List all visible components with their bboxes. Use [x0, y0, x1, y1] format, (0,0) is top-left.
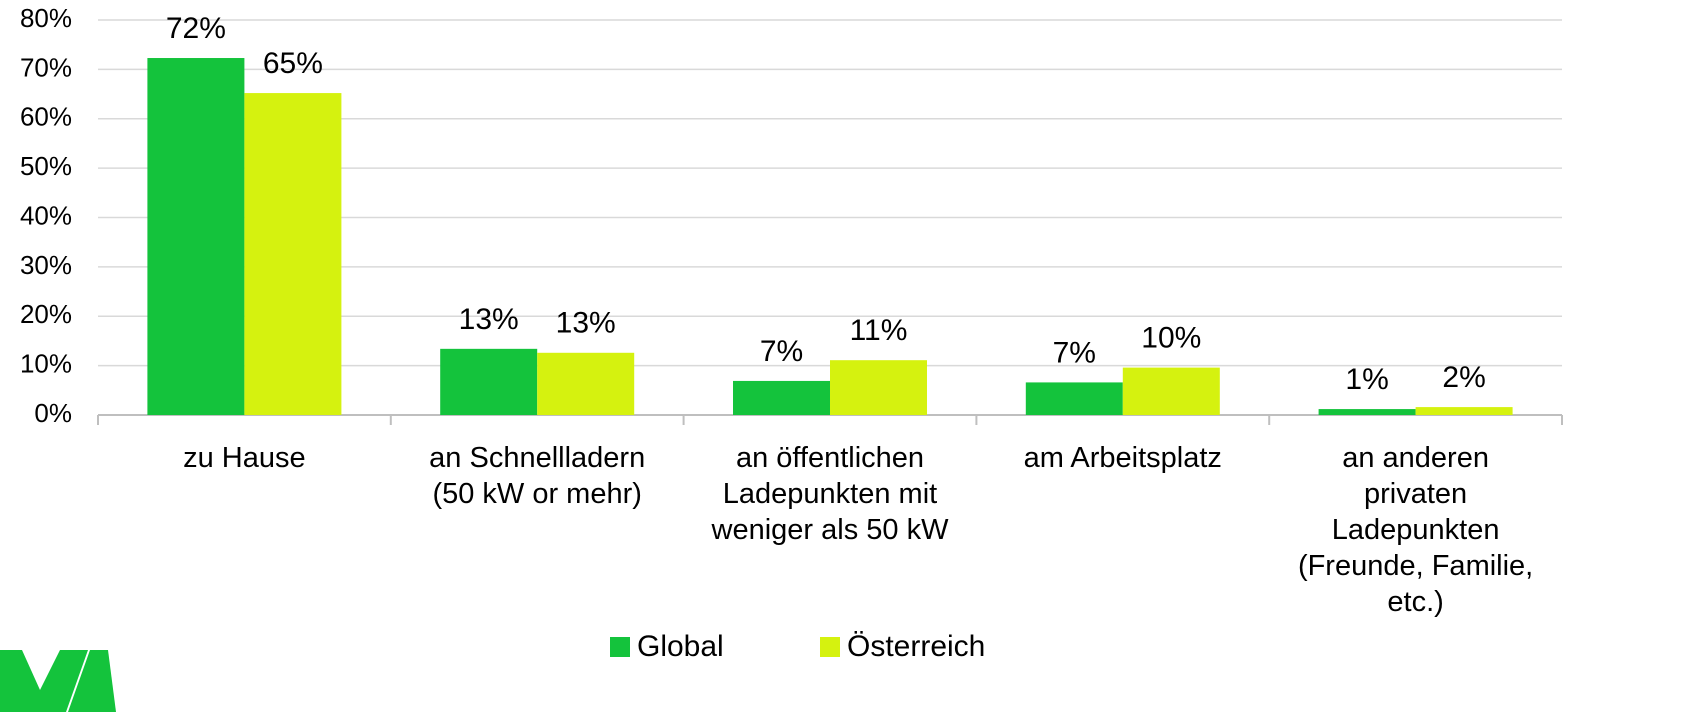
data-label: 13% — [556, 307, 616, 340]
legend-swatch — [820, 637, 840, 657]
bar — [537, 352, 635, 415]
data-label: 7% — [1053, 336, 1096, 369]
y-tick-label: 0% — [34, 398, 72, 428]
y-tick-label: 70% — [20, 52, 72, 82]
logo — [0, 650, 116, 712]
bar — [440, 348, 538, 415]
bar — [244, 93, 342, 415]
x-tick-label: am Arbeitsplatz — [1023, 442, 1222, 474]
y-tick-label: 40% — [20, 200, 72, 230]
bar — [147, 58, 245, 416]
y-tick-label: 60% — [20, 102, 72, 132]
data-label: 10% — [1141, 322, 1201, 355]
x-tick-label: an anderen privaten Ladepunkten (Freunde… — [1297, 442, 1534, 618]
bar — [733, 380, 830, 415]
y-tick-label: 10% — [20, 349, 72, 379]
bar — [1318, 409, 1416, 415]
y-tick-label: 80% — [20, 3, 72, 33]
legend-swatch — [610, 637, 630, 657]
legend-label: Österreich — [847, 630, 985, 663]
y-tick-label: 30% — [20, 250, 72, 280]
x-tick-label: zu Hause — [183, 442, 306, 474]
data-label: 72% — [166, 12, 226, 45]
bar — [1025, 382, 1123, 415]
data-label: 7% — [760, 335, 803, 368]
data-label: 11% — [850, 314, 908, 347]
y-tick-label: 50% — [20, 151, 72, 181]
data-label: 2% — [1442, 361, 1485, 394]
legend-label: Global — [637, 630, 724, 663]
x-tick-label: an Schnellladern (50 kW or mehr) — [429, 442, 646, 510]
bar — [1415, 407, 1513, 415]
data-label: 1% — [1345, 363, 1388, 396]
data-label: 13% — [459, 303, 519, 336]
bar — [1122, 367, 1220, 415]
y-tick-label: 20% — [20, 299, 72, 329]
x-tick-label: an öffentlichen Ladepunkten mit weniger … — [711, 442, 949, 546]
bar — [830, 360, 927, 415]
data-label: 65% — [263, 47, 323, 80]
